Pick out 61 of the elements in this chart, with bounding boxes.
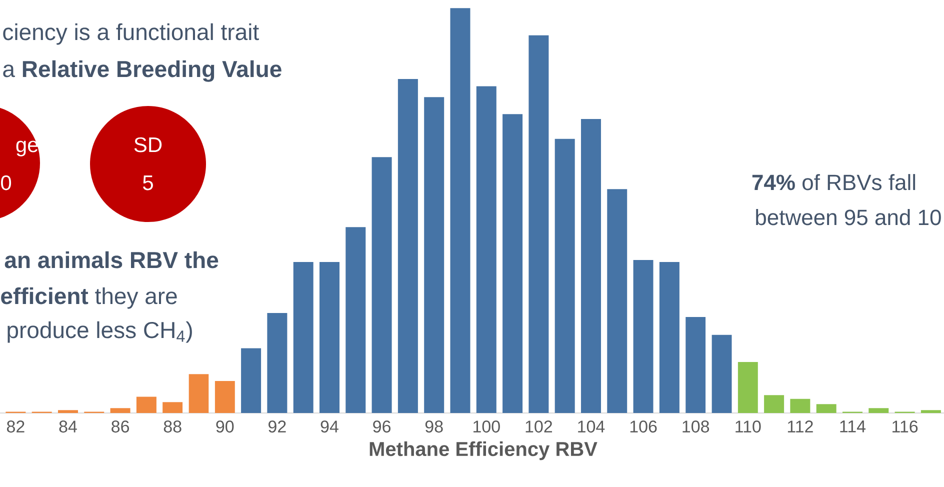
bar — [424, 97, 444, 413]
x-tick-label: 108 — [682, 420, 710, 433]
x-tick-label: 84 — [59, 420, 77, 433]
bar — [319, 262, 340, 413]
bar — [607, 189, 628, 413]
bar — [241, 348, 262, 413]
bar — [580, 119, 601, 413]
x-tick-label: 90 — [216, 420, 234, 433]
bar — [162, 402, 183, 413]
annotation: between 95 and 10 — [756, 209, 941, 226]
bar — [920, 410, 941, 413]
x-tick-label: 82 — [6, 420, 24, 433]
bar — [502, 114, 523, 413]
x-tick-label: 104 — [578, 420, 605, 433]
bar — [712, 334, 732, 413]
bar — [659, 262, 680, 413]
bar — [293, 262, 314, 413]
bar — [58, 410, 78, 413]
bar — [816, 404, 836, 413]
x-tick-label: 110 — [736, 420, 761, 433]
annotation: 74% of RBVs fall — [752, 174, 916, 190]
bar — [372, 157, 392, 413]
annotation: 0 — [1, 175, 12, 190]
annotation: 5 — [143, 176, 153, 190]
bar — [346, 227, 366, 413]
bar — [450, 8, 470, 413]
bar — [790, 398, 810, 413]
bar — [764, 395, 784, 413]
annotation: ge — [16, 140, 38, 156]
x-tick-label: 86 — [112, 420, 129, 433]
x-tick-label: 96 — [373, 420, 390, 433]
annotation: ciency is a functional trait — [3, 23, 259, 45]
bar — [136, 396, 156, 413]
x-tick-label: 88 — [164, 420, 182, 433]
x-axis-title: Methane Efficiency RBV — [370, 441, 598, 460]
x-tick-label: 102 — [526, 420, 552, 433]
x-tick-label: 92 — [268, 420, 286, 433]
x-tick-label: 106 — [630, 420, 657, 433]
annotation: produce less CH$_{4}$) — [8, 321, 192, 343]
bar — [214, 381, 235, 413]
bar — [554, 138, 575, 413]
bar — [738, 362, 758, 413]
bar — [528, 35, 549, 413]
bar — [868, 408, 889, 413]
bar — [267, 312, 288, 413]
x-tick-label: 94 — [320, 420, 338, 433]
x-tick-label: 100 — [474, 420, 500, 433]
annotation: a Relative Breeding Value — [3, 60, 282, 82]
annotation: SD — [134, 137, 162, 152]
bar — [398, 78, 418, 413]
x-tick-label: 114 — [840, 420, 866, 432]
bar — [633, 260, 654, 413]
bar — [686, 317, 706, 413]
x-tick-label: 98 — [425, 420, 443, 433]
bar — [476, 86, 496, 413]
x-tick-label: 112 — [788, 420, 813, 432]
annotation: efficient they are — [1, 287, 177, 309]
bar — [110, 408, 130, 413]
bar — [188, 374, 209, 413]
x-tick-label: 116 — [892, 420, 918, 433]
annotation: an animals RBV the — [4, 251, 218, 268]
